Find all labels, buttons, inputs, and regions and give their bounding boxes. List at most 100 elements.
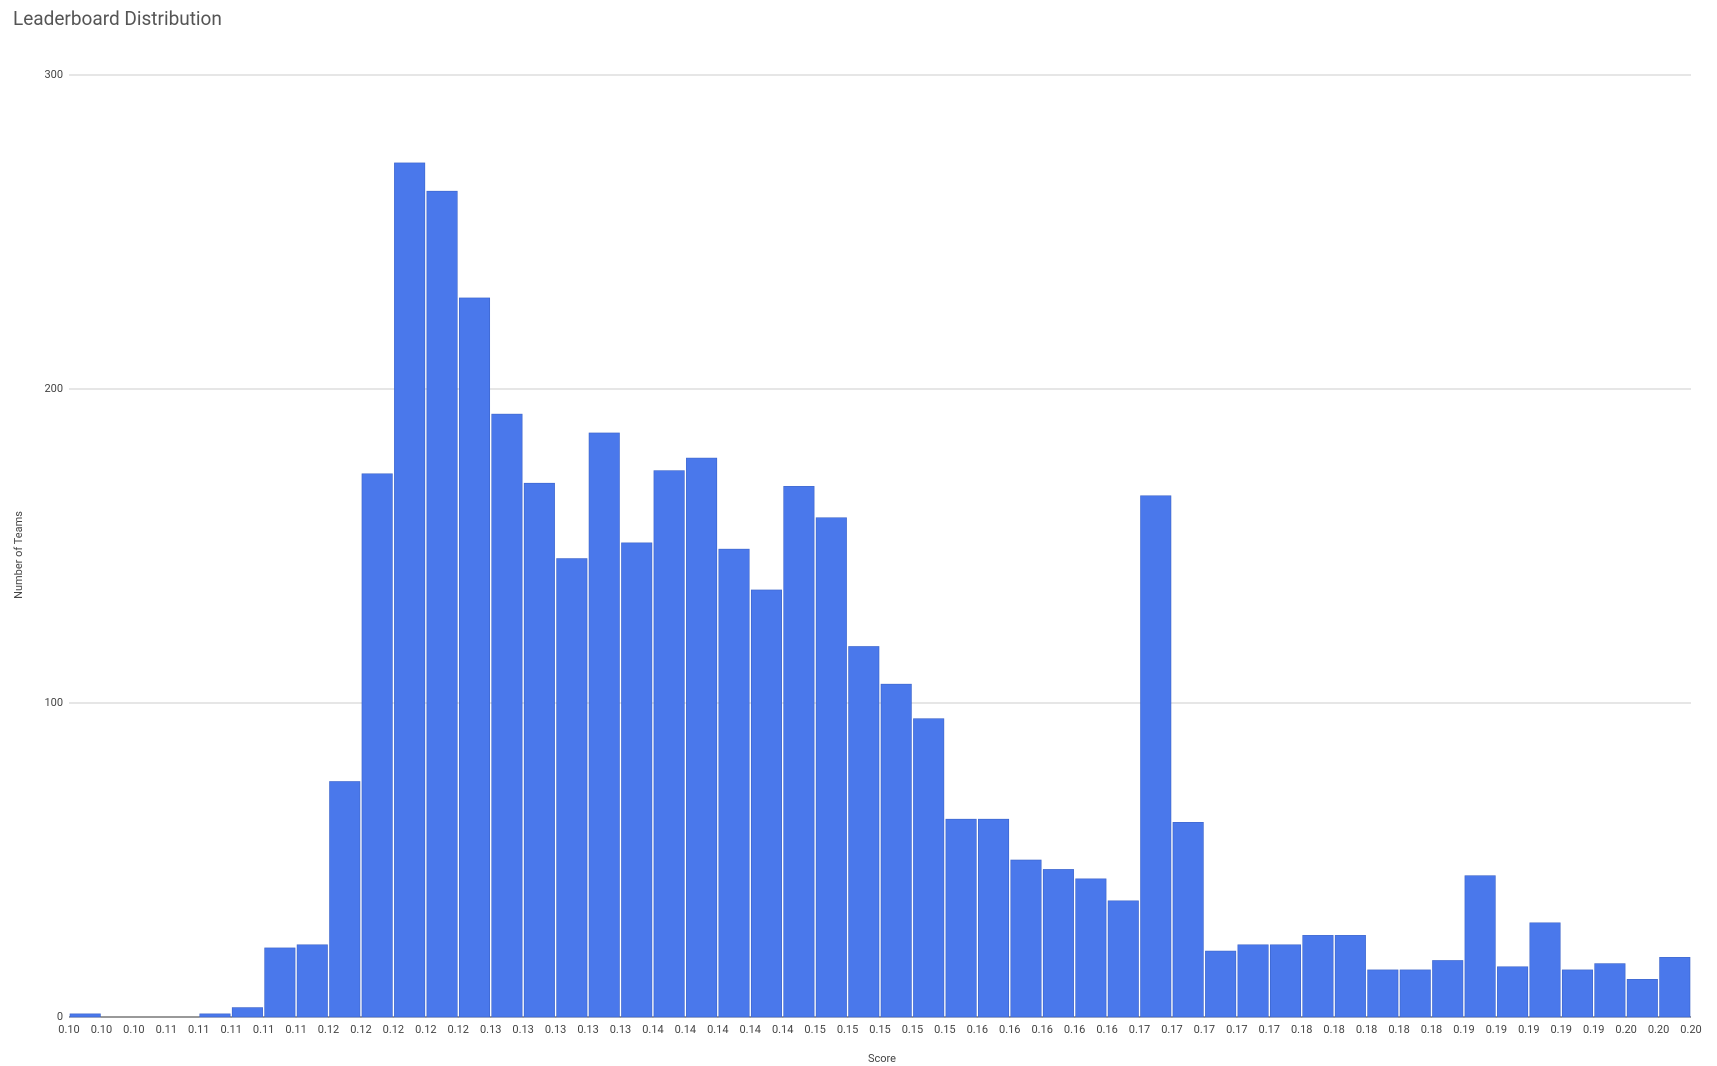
x-tick-label: 0.18 [1291, 1023, 1312, 1036]
bar [945, 818, 977, 1018]
x-tick-label: 0.16 [1031, 1023, 1052, 1036]
x-tick-label: 0.14 [675, 1023, 696, 1036]
x-tick-label: 0.18 [1323, 1023, 1344, 1036]
bar [1432, 960, 1464, 1018]
x-tick-label: 0.20 [1648, 1023, 1669, 1036]
bar [686, 457, 718, 1018]
x-tick-label: 0.16 [967, 1023, 988, 1036]
bar [1334, 935, 1366, 1018]
bar [1561, 969, 1593, 1018]
x-tick-label: 0.12 [318, 1023, 339, 1036]
bar [978, 818, 1010, 1018]
x-axis-label: Score [868, 1052, 896, 1065]
x-tick-label: 0.19 [1453, 1023, 1474, 1036]
bar [199, 1013, 231, 1018]
bar [1594, 963, 1626, 1018]
bar [1075, 878, 1107, 1018]
x-tick-label: 0.16 [1096, 1023, 1117, 1036]
x-tick-label: 0.17 [1161, 1023, 1182, 1036]
bar [1529, 922, 1561, 1018]
x-tick-label: 0.13 [512, 1023, 533, 1036]
x-tick-label: 0.15 [869, 1023, 890, 1036]
x-tick-label: 0.13 [577, 1023, 598, 1036]
bar [1464, 875, 1496, 1018]
bar [1367, 969, 1399, 1018]
x-tick-label: 0.14 [642, 1023, 663, 1036]
x-tick-label: 0.12 [448, 1023, 469, 1036]
bar [1302, 935, 1334, 1018]
bar [621, 542, 653, 1018]
bar [1237, 944, 1269, 1018]
bar [588, 432, 620, 1018]
x-tick-label: 0.16 [1064, 1023, 1085, 1036]
bar [458, 297, 491, 1018]
bar [1626, 979, 1658, 1018]
x-tick-label: 0.16 [999, 1023, 1020, 1036]
bar [1042, 869, 1074, 1018]
x-tick-label: 0.12 [383, 1023, 404, 1036]
x-tick-label: 0.10 [123, 1023, 144, 1036]
bar [296, 944, 328, 1018]
bar [880, 683, 912, 1018]
x-tick-label: 0.15 [804, 1023, 825, 1036]
bar [750, 589, 782, 1018]
bar [1107, 900, 1139, 1018]
x-tick-label: 0.12 [415, 1023, 436, 1036]
x-tick-label: 0.19 [1518, 1023, 1539, 1036]
bar [264, 947, 296, 1018]
x-tick-label: 0.11 [156, 1023, 177, 1036]
bar [361, 473, 393, 1018]
bar [718, 548, 750, 1018]
x-tick-label: 0.15 [837, 1023, 858, 1036]
x-tick-label: 0.19 [1486, 1023, 1507, 1036]
x-tick-label: 0.14 [772, 1023, 793, 1036]
x-tick-label: 0.12 [350, 1023, 371, 1036]
x-tick-label: 0.20 [1615, 1023, 1636, 1036]
x-tick-label: 0.13 [610, 1023, 631, 1036]
x-tick-label: 0.11 [188, 1023, 209, 1036]
x-tick-label: 0.11 [285, 1023, 306, 1036]
bar [848, 646, 880, 1018]
bar [1399, 969, 1431, 1018]
x-tick-label: 0.10 [91, 1023, 112, 1036]
bar [69, 1013, 101, 1018]
x-tick-label: 0.18 [1421, 1023, 1442, 1036]
x-tick-label: 0.19 [1551, 1023, 1572, 1036]
bar [783, 486, 815, 1018]
bar [231, 1007, 263, 1018]
x-tick-label: 0.17 [1129, 1023, 1150, 1036]
x-tick-label: 0.18 [1356, 1023, 1377, 1036]
bar [1497, 966, 1529, 1018]
x-tick-label: 0.17 [1194, 1023, 1215, 1036]
bar [653, 470, 685, 1018]
x-tick-label: 0.17 [1226, 1023, 1247, 1036]
x-tick-label: 0.14 [707, 1023, 728, 1036]
bar [1205, 950, 1237, 1018]
bar [556, 558, 588, 1018]
x-tick-label: 0.18 [1388, 1023, 1409, 1036]
y-tick-label: 200 [44, 382, 63, 395]
y-tick-label: 0 [57, 1010, 63, 1023]
x-tick-label: 0.13 [480, 1023, 501, 1036]
bar [426, 190, 458, 1018]
y-tick-label: 100 [44, 696, 63, 709]
bar [913, 718, 945, 1018]
bar [1172, 822, 1204, 1018]
chart-title: Leaderboard Distribution [13, 7, 222, 30]
x-tick-label: 0.10 [58, 1023, 79, 1036]
bar [491, 413, 523, 1018]
x-tick-label: 0.13 [545, 1023, 566, 1036]
bar [1140, 495, 1172, 1018]
bar [815, 517, 847, 1018]
y-axis-label: Number of Teams [12, 511, 25, 599]
bar [329, 781, 361, 1018]
x-tick-label: 0.15 [934, 1023, 955, 1036]
y-tick-label: 300 [44, 68, 63, 81]
x-tick-label: 0.14 [740, 1023, 761, 1036]
bar [394, 162, 426, 1018]
x-tick-label: 0.19 [1583, 1023, 1604, 1036]
bar [1269, 944, 1302, 1018]
bar [1010, 859, 1042, 1018]
bar [523, 482, 555, 1018]
